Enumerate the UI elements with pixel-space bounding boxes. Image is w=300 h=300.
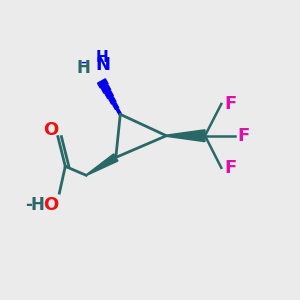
Text: F: F [224,95,236,113]
Text: F: F [224,159,236,177]
Text: H: H [30,196,44,214]
Text: N: N [95,56,110,74]
Text: H: H [96,50,109,65]
Polygon shape [86,154,118,176]
Text: F: F [238,127,250,145]
Text: O: O [43,196,58,214]
Text: -: - [80,53,86,71]
Polygon shape [166,130,205,142]
Polygon shape [109,97,116,104]
Polygon shape [101,85,111,93]
Text: -: - [25,196,32,214]
Polygon shape [98,79,108,88]
Polygon shape [113,103,119,110]
Polygon shape [116,109,121,115]
Polygon shape [105,91,113,99]
Text: H: H [76,59,90,77]
Text: O: O [43,121,58,139]
